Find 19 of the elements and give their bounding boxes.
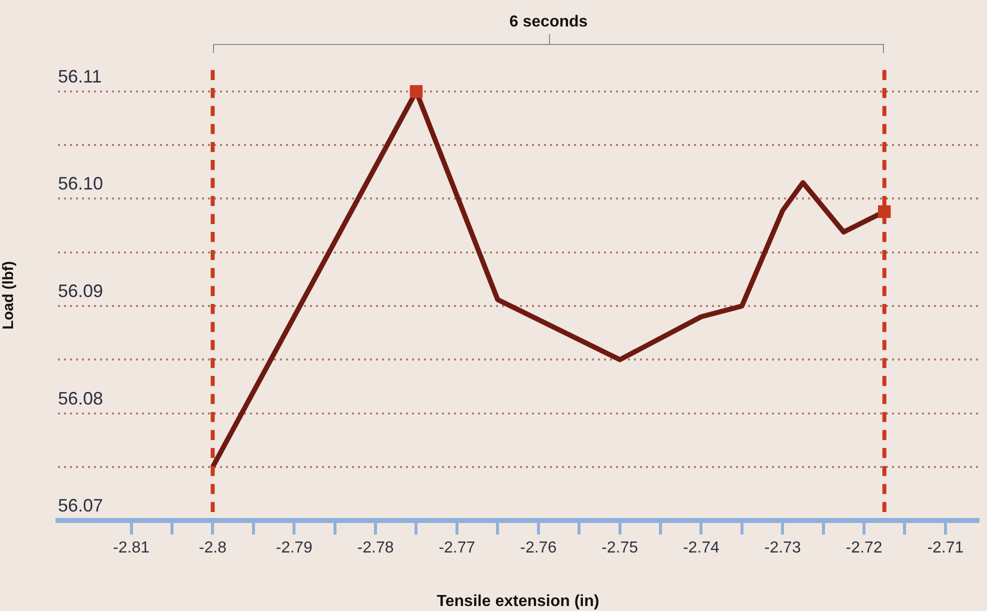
y-tick-label: 56.09 <box>58 280 104 301</box>
x-tick-label: -2.8 <box>198 540 227 557</box>
x-tick-label: -2.72 <box>846 540 882 557</box>
x-axis-title: Tensile extension (in) <box>436 592 600 610</box>
x-tick-label: -2.77 <box>438 540 476 557</box>
x-tick-label: -2.79 <box>276 540 312 557</box>
x-tick-label: -2.78 <box>357 540 394 557</box>
y-axis-title: Load (lbf) <box>0 261 18 330</box>
x-tick-label: -2.73 <box>764 540 801 557</box>
x-tick-label: -2.81 <box>113 540 150 557</box>
x-tick-label: -2.71 <box>927 540 964 557</box>
x-tick-label: -2.75 <box>602 540 638 557</box>
x-tick-label: -2.76 <box>520 540 557 557</box>
y-tick-label: 56.10 <box>58 174 104 194</box>
y-tick-label: 56.08 <box>58 388 104 408</box>
y-tick-label: 56.07 <box>58 496 104 516</box>
text: 6 seconds <box>509 13 588 30</box>
y-tick-label: 56.11 <box>58 66 102 86</box>
x-tick-label: -2.74 <box>682 540 720 557</box>
